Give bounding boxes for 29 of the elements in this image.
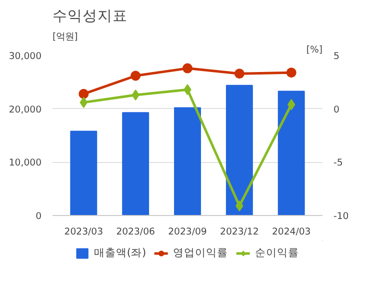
legend-label: 순이익률 [255, 246, 300, 260]
x-tick-label: 2023/09 [168, 226, 207, 238]
y2-axis-title: [%] [306, 44, 323, 56]
point [182, 63, 192, 74]
y2-tick-label: -10 [334, 211, 349, 222]
y-tick-label: 20,000 [8, 104, 42, 116]
y2-tick-label: 5 [334, 51, 340, 62]
point [234, 68, 244, 79]
chart-title: 수익성지표 [52, 8, 128, 24]
bar [226, 84, 253, 216]
x-tick-label: 2024/03 [272, 226, 311, 238]
bar [174, 107, 201, 216]
y-tick-label: 0 [36, 211, 42, 222]
point [130, 70, 141, 81]
legend-label: 매출액(좌) [94, 246, 146, 260]
x-tick-label: 2023/03 [64, 226, 104, 238]
y-axis-title: [억원] [52, 32, 78, 42]
bar [70, 130, 98, 216]
x-tick-label: 2023/06 [116, 226, 156, 238]
y-tick-label: 10,000 [8, 158, 42, 169]
bar [122, 112, 150, 216]
point [286, 68, 296, 78]
y-tick-label: 30,000 [8, 51, 42, 62]
bar [278, 90, 305, 216]
y2-tick-label: 0 [334, 104, 340, 116]
point [78, 88, 89, 99]
x-tick-label: 2023/12 [220, 226, 259, 238]
legend-label: 영업이익률 [173, 246, 228, 260]
y2-tick-label: -5 [334, 158, 343, 169]
